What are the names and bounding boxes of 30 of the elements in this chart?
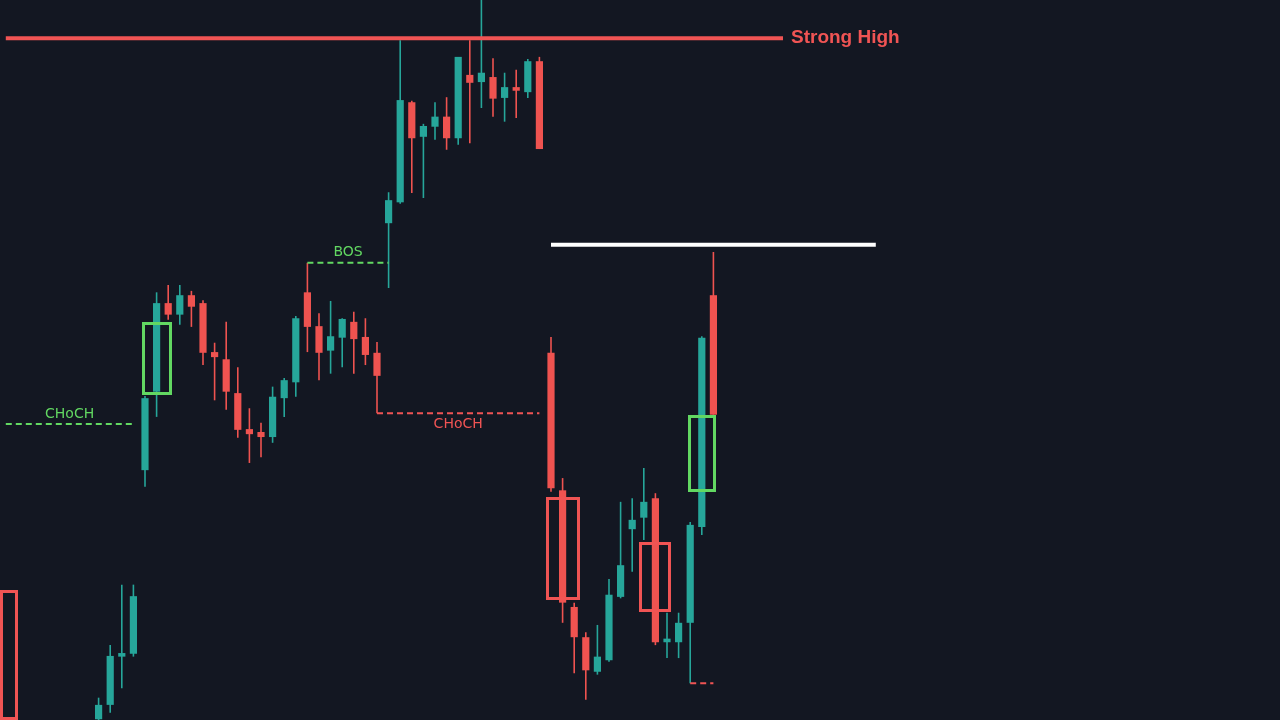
candlestick <box>431 101 439 141</box>
candlestick <box>628 497 636 573</box>
candlestick <box>640 467 648 541</box>
candlestick <box>593 624 601 676</box>
candlestick <box>663 611 671 659</box>
candlestick <box>280 377 288 418</box>
candlestick <box>419 123 427 199</box>
candlestick <box>95 696 103 720</box>
candlestick <box>512 69 520 119</box>
candlestick <box>443 96 451 151</box>
candlestick <box>164 284 172 321</box>
candlestick <box>675 611 683 659</box>
candlestick <box>327 300 335 375</box>
candlestick <box>501 71 509 123</box>
candlestick <box>187 290 195 328</box>
candlestick <box>245 407 253 464</box>
candlestick <box>350 310 358 375</box>
candlestick <box>176 284 184 326</box>
candlestick <box>211 341 219 402</box>
series-label: BOS <box>333 243 363 260</box>
candlestick <box>361 317 369 366</box>
candlestick <box>338 317 346 368</box>
candlestick <box>257 421 265 458</box>
candlestick <box>385 191 393 289</box>
candlestick <box>489 57 497 118</box>
series-label: Strong High <box>791 26 900 48</box>
candlestick <box>477 0 485 109</box>
candlestick <box>118 583 126 690</box>
series-label: CHoCH <box>45 404 95 421</box>
series-label: CHoCH <box>433 414 483 431</box>
